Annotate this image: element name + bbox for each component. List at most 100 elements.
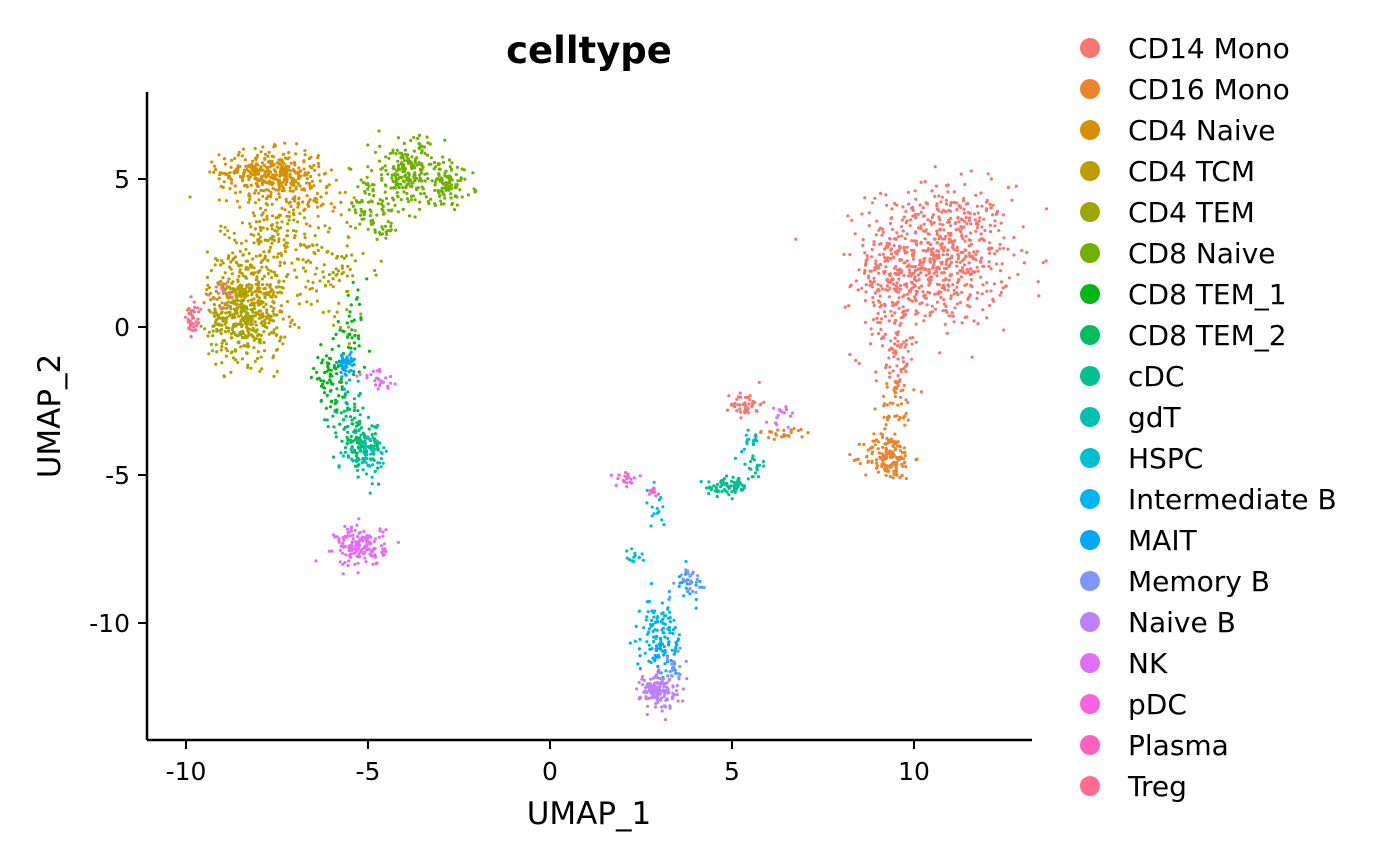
point [370,432,374,437]
point [223,287,228,291]
point [334,178,338,182]
point [402,174,407,178]
point [267,172,271,176]
point [372,194,376,198]
point [287,210,291,214]
point [337,344,341,348]
point [347,325,351,329]
point [235,199,239,203]
point [885,415,890,420]
point [343,395,347,399]
point [341,270,346,274]
point [943,246,947,250]
point [906,292,910,296]
point [207,330,211,334]
point [355,464,359,468]
point [249,232,253,236]
point [363,447,367,451]
point [932,262,936,267]
point [912,239,917,243]
point [193,305,197,309]
point [246,299,250,303]
point [410,155,414,159]
point [915,243,919,247]
point [244,325,248,329]
point [883,332,888,336]
point [974,193,978,197]
point [885,385,889,389]
point [377,159,382,163]
point [664,689,669,693]
series-cd8-naive [339,129,478,241]
point [347,235,351,239]
point [972,270,976,274]
point [369,457,373,461]
point [380,225,384,229]
point [351,280,355,284]
point [390,173,394,177]
point [442,186,446,190]
point [306,259,310,263]
point [341,536,345,540]
point [757,380,761,384]
point [377,482,381,486]
point [951,283,955,287]
point [881,230,886,234]
point [357,429,361,433]
point [386,384,390,388]
point [882,404,886,408]
point [239,318,243,323]
point [767,436,771,440]
point [261,168,265,172]
point [447,178,451,182]
point [186,320,190,324]
point [896,300,900,304]
point [857,361,861,365]
point [269,331,273,335]
point [339,200,343,204]
point [454,183,458,187]
point [257,303,261,307]
point [342,256,346,260]
point [253,227,257,231]
point [277,237,281,241]
point [219,224,223,228]
point [923,179,927,184]
point [896,248,900,252]
point [863,196,867,200]
point [664,669,668,673]
series-cdc [699,450,766,501]
point [906,190,911,194]
point [441,192,446,196]
point [891,277,895,281]
point [901,367,906,371]
point [300,188,304,192]
point [352,416,357,420]
point [774,421,778,425]
point [271,155,276,159]
point [660,649,665,653]
point [854,358,858,363]
point [921,206,925,210]
point [322,263,326,267]
point [384,449,388,453]
point [348,534,352,538]
point [998,269,1003,273]
point [789,428,793,432]
point [376,423,380,427]
point [393,186,397,190]
point [947,284,951,288]
point [250,286,254,290]
point [753,434,757,438]
point [900,225,904,229]
point [227,277,231,281]
point [630,547,634,551]
point [949,260,954,264]
point [351,274,355,278]
point [987,260,991,264]
point [226,304,230,308]
point [294,248,298,252]
point [373,230,377,234]
point [616,476,620,481]
point [297,302,301,306]
